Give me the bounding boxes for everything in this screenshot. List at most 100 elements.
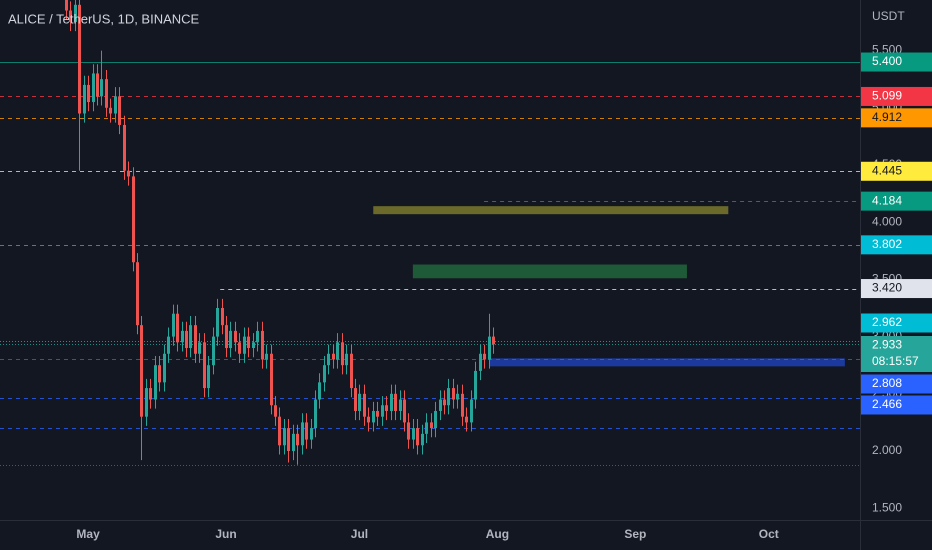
candle-body <box>207 365 210 389</box>
price-label: 4.912 <box>872 110 902 124</box>
candle-body <box>381 405 384 417</box>
zones <box>373 206 845 367</box>
candle-body <box>189 325 192 349</box>
candle-body <box>145 388 148 417</box>
candle-body <box>265 353 268 360</box>
candle-body <box>198 342 201 354</box>
candle-body <box>354 388 357 411</box>
candle-body <box>243 336 246 354</box>
candle-body <box>479 353 482 371</box>
candle-body <box>310 428 313 440</box>
price-label-box <box>861 395 932 415</box>
candle-body <box>87 84 90 103</box>
candle-body <box>323 365 326 383</box>
candle-body <box>203 342 206 389</box>
candle-body <box>181 330 184 343</box>
candle-body <box>123 124 126 171</box>
price-label: 5.400 <box>872 54 902 68</box>
candle-body <box>234 330 237 343</box>
candle-body <box>172 313 175 337</box>
chart-title: ALICE / TetherUS, 1D, BINANCE <box>8 11 200 26</box>
y-axis-label: USDT <box>872 9 905 23</box>
candle-body <box>225 325 228 349</box>
candle-body <box>443 399 446 406</box>
candle-body <box>403 399 406 423</box>
candle-body <box>416 428 419 446</box>
candle-body <box>439 399 442 411</box>
price-label: 4.445 <box>872 163 902 177</box>
price-label: 2.933 <box>872 338 902 352</box>
candle-body <box>470 399 473 423</box>
candle-body <box>92 73 95 103</box>
price-label-box <box>861 374 932 394</box>
candle-body <box>127 170 130 177</box>
price-label-box <box>861 313 932 333</box>
candle-body <box>376 410 379 417</box>
candle-body <box>96 73 99 97</box>
candle-body <box>296 433 299 446</box>
candle-body <box>74 4 77 22</box>
candle-body <box>83 84 86 114</box>
candle-body <box>465 416 468 423</box>
price-label-box <box>861 86 932 106</box>
candle-body <box>114 96 117 114</box>
candle-body <box>305 422 308 440</box>
price-label: 3.802 <box>872 237 902 251</box>
candle-body <box>390 393 393 411</box>
y-tick-label: 1.500 <box>872 500 902 514</box>
candle-body <box>425 422 428 434</box>
candle-body <box>256 330 259 343</box>
candle-body <box>154 365 157 400</box>
candle-body <box>69 10 72 22</box>
candle-body <box>140 325 143 417</box>
candle-body <box>78 4 81 114</box>
candle-body <box>394 393 397 411</box>
zone <box>373 206 729 215</box>
candle-body <box>287 428 290 452</box>
candle-body <box>158 365 161 383</box>
price-label-box <box>861 235 932 255</box>
candle-body <box>185 330 188 349</box>
candle-body <box>474 370 477 400</box>
candle-body <box>358 393 361 411</box>
candle-body <box>399 399 402 411</box>
candle-body <box>314 399 317 429</box>
candle-body <box>100 79 103 97</box>
candle-body <box>212 336 215 366</box>
candle-body <box>461 393 464 417</box>
x-tick-label: May <box>76 527 100 541</box>
candle-body <box>105 79 108 108</box>
candle-body <box>270 353 273 406</box>
candle-body <box>118 96 121 125</box>
x-tick-label: Aug <box>486 527 509 541</box>
candle-body <box>194 325 197 354</box>
price-label-box <box>861 52 932 72</box>
candle-body <box>278 416 281 446</box>
price-label: 3.420 <box>872 281 902 295</box>
price-label-box <box>861 336 932 372</box>
candle-body <box>407 422 410 440</box>
candle-body <box>318 382 321 400</box>
candle-body <box>216 307 219 337</box>
y-tick-label: 2.000 <box>872 443 902 457</box>
candle-body <box>483 353 486 360</box>
candle-body <box>274 405 277 417</box>
x-tick-label: Sep <box>624 527 646 541</box>
zone <box>489 358 845 367</box>
candle-body <box>332 353 335 360</box>
candle-body <box>301 422 304 446</box>
candle-body <box>447 388 450 406</box>
candle-body <box>367 416 370 423</box>
candle-body <box>372 410 375 423</box>
x-tick-label: Jul <box>351 527 368 541</box>
x-tick-label: Oct <box>759 527 779 541</box>
candle-body <box>65 0 68 11</box>
candle-body <box>132 176 135 263</box>
candle-body <box>336 342 339 360</box>
y-tick-label: 4.000 <box>872 214 902 228</box>
candles <box>65 0 495 465</box>
candle-body <box>252 342 255 349</box>
candle-body <box>327 353 330 366</box>
